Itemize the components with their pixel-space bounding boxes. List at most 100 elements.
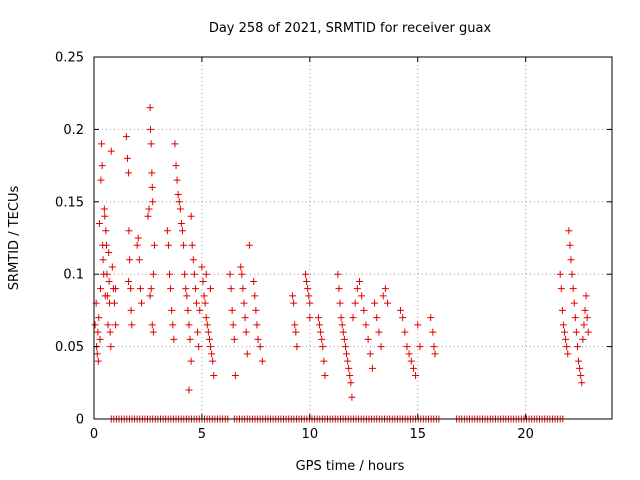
data-point (431, 350, 439, 358)
data-point (239, 285, 247, 293)
data-point (144, 212, 152, 220)
data-point (409, 364, 417, 372)
data-point (405, 350, 413, 358)
data-point (335, 285, 343, 293)
data-point (148, 183, 156, 191)
data-point (243, 350, 251, 358)
data-point (167, 285, 175, 293)
data-point (227, 285, 235, 293)
data-point (336, 299, 344, 307)
data-point (562, 335, 570, 343)
data-point (338, 321, 346, 329)
data-point (340, 335, 348, 343)
chart-title: Day 258 of 2021, SRMTID for receiver gua… (209, 21, 492, 36)
data-point (146, 104, 154, 112)
data-point (185, 386, 193, 394)
data-point (303, 277, 311, 285)
data-point (343, 350, 351, 358)
data-point (91, 321, 99, 329)
data-point (337, 314, 345, 322)
plot-frame (93, 56, 613, 420)
data-point (136, 285, 144, 293)
data-point (98, 162, 106, 170)
data-point (147, 140, 155, 148)
data-point (176, 205, 184, 213)
data-point (238, 270, 246, 278)
data-point (258, 357, 266, 365)
data-point (103, 292, 111, 300)
data-point (193, 299, 201, 307)
data-point (341, 343, 349, 351)
data-point (355, 277, 363, 285)
data-point (102, 227, 110, 235)
data-point (149, 270, 157, 278)
data-point (556, 270, 564, 278)
data-point (210, 372, 218, 380)
data-point (360, 306, 368, 314)
data-point (111, 299, 119, 307)
data-point (170, 335, 178, 343)
data-point (430, 343, 438, 351)
y-tick-label: 0 (76, 413, 84, 428)
data-point (291, 321, 299, 329)
data-points (91, 104, 592, 423)
data-point (171, 140, 179, 148)
data-point (252, 306, 260, 314)
data-point (407, 357, 415, 365)
y-tick-label: 0.25 (55, 51, 84, 66)
data-point (186, 335, 194, 343)
data-point (135, 256, 143, 264)
data-point (580, 321, 588, 329)
data-point (226, 270, 234, 278)
data-point (180, 241, 188, 249)
data-point (349, 314, 357, 322)
data-point (240, 299, 248, 307)
x-tick-label: 0 (90, 427, 98, 442)
data-point (104, 321, 112, 329)
data-point (302, 270, 310, 278)
data-point (364, 335, 372, 343)
data-point (576, 364, 584, 372)
data-point (564, 350, 572, 358)
data-point (241, 314, 249, 322)
data-point (427, 314, 435, 322)
data-point (105, 277, 113, 285)
data-point (557, 285, 565, 293)
data-point (127, 306, 135, 314)
data-point (147, 285, 155, 293)
data-point (200, 292, 208, 300)
data-point (381, 285, 389, 293)
data-point (187, 212, 195, 220)
data-point (231, 372, 239, 380)
data-point (306, 314, 314, 322)
data-point (128, 321, 136, 329)
data-point (204, 328, 212, 336)
data-point (289, 292, 297, 300)
data-point (189, 256, 197, 264)
data-point (94, 357, 102, 365)
data-point (137, 299, 145, 307)
data-point (582, 292, 590, 300)
data-point (412, 372, 420, 380)
data-point (320, 357, 328, 365)
data-point (575, 357, 583, 365)
data-point (237, 263, 245, 271)
data-point (205, 335, 213, 343)
data-point (558, 306, 566, 314)
data-point (191, 285, 199, 293)
data-point (242, 328, 250, 336)
data-point (198, 263, 206, 271)
data-point (95, 220, 103, 228)
data-point (290, 299, 298, 307)
x-tick-label: 20 (517, 427, 534, 442)
data-point (145, 205, 153, 213)
data-point (348, 393, 356, 401)
data-point (172, 162, 180, 170)
data-point (305, 292, 313, 300)
data-point (384, 299, 392, 307)
data-point (256, 343, 264, 351)
data-point (250, 277, 258, 285)
data-point (149, 328, 157, 336)
data-point (375, 328, 383, 336)
